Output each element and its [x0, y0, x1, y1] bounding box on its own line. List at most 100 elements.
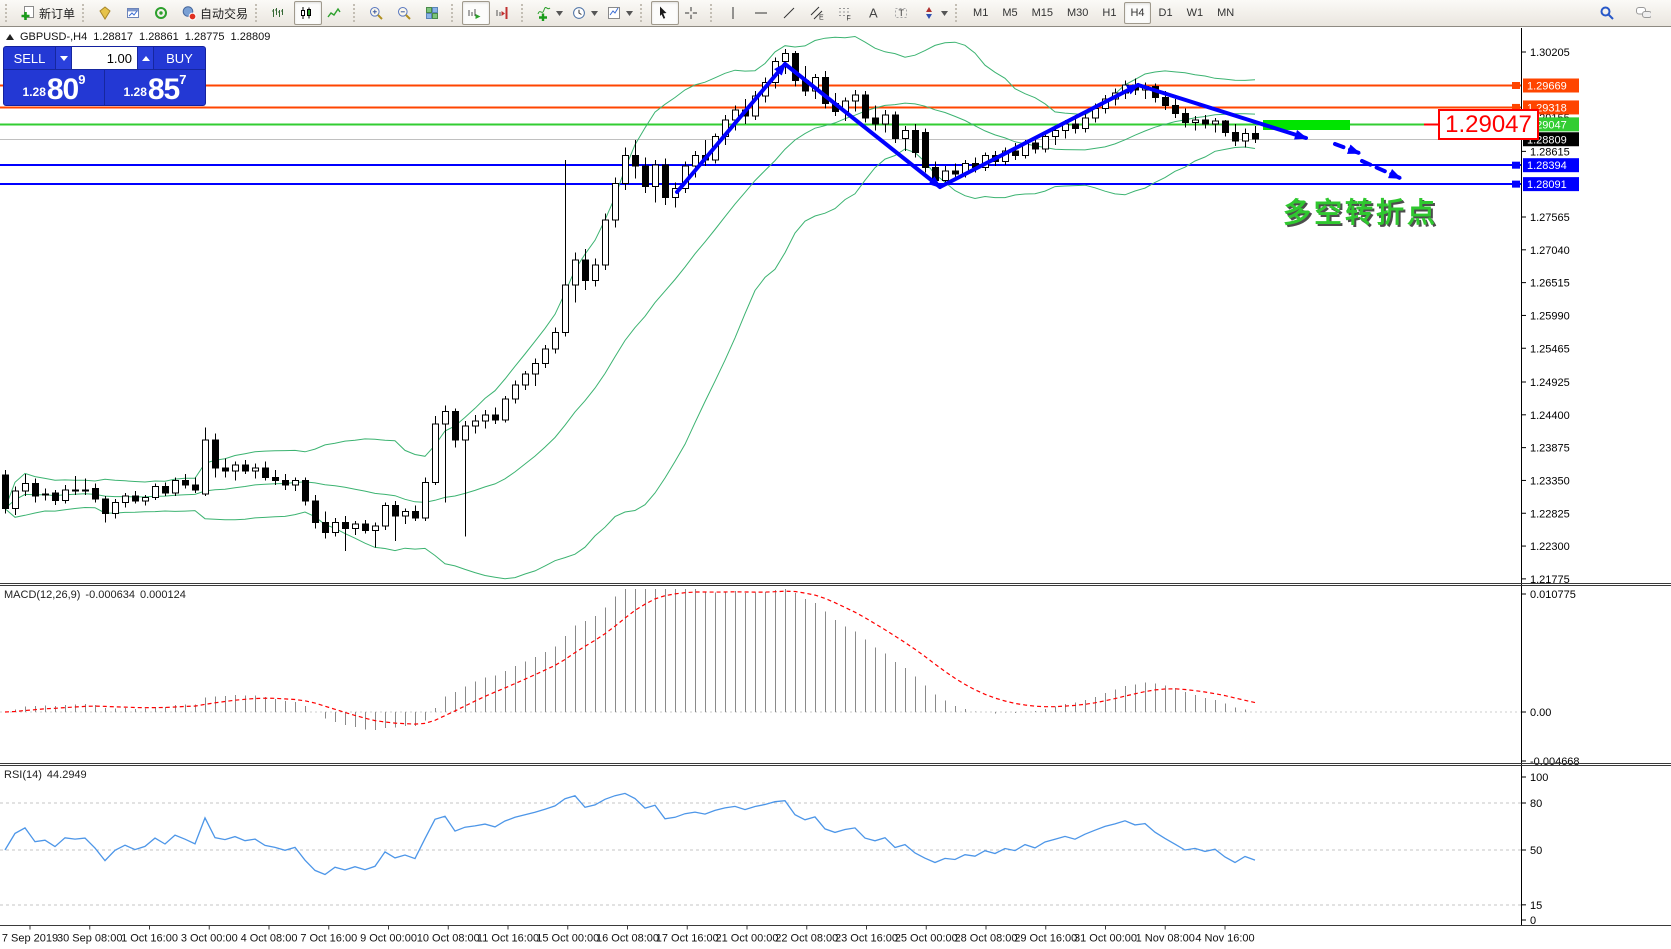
arrows-button[interactable] [917, 1, 952, 25]
zoom-in-button[interactable] [364, 1, 392, 25]
highlight-zone-rect[interactable] [1263, 120, 1350, 130]
new-order-icon [20, 5, 36, 21]
new-order-button[interactable]: 新订单 [16, 1, 79, 25]
ohlc-info: GBPUSD-,H4 1.28817 1.28861 1.28775 1.288… [6, 31, 270, 43]
svg-text:0.00: 0.00 [1530, 707, 1551, 719]
svg-text:A: A [869, 6, 878, 21]
tile-windows-button[interactable] [420, 1, 448, 25]
auto-scroll-button[interactable] [462, 1, 491, 25]
auto-trading-button[interactable]: 自动交易 [177, 1, 252, 25]
projection-arrow[interactable] [1360, 159, 1402, 180]
autoscroll-icon [466, 5, 482, 21]
dropdown-arrow-icon[interactable] [591, 10, 599, 16]
new-order-button-label: 新订单 [39, 6, 76, 21]
signal-icon [153, 5, 169, 21]
time-axis-label: 23 Oct 16:00 [835, 933, 898, 945]
charts-window-button[interactable] [121, 1, 149, 25]
indicators-icon [536, 5, 552, 21]
time-axis-label: 9 Oct 00:00 [360, 933, 417, 945]
market-button[interactable] [93, 1, 121, 25]
svg-text:-0.004668: -0.004668 [1530, 756, 1580, 768]
volume-increase-button[interactable] [137, 47, 154, 69]
fibonacci-button[interactable]: F [833, 1, 861, 25]
tf-m15[interactable]: M15 [1026, 2, 1059, 24]
chart-canvas[interactable]: 1.302051.291551.286151.275651.270401.265… [0, 28, 1671, 949]
zigzag-trend-line[interactable] [675, 62, 787, 194]
tf-d1[interactable]: D1 [1153, 2, 1179, 24]
sell-price[interactable]: 1.28 80 9 [4, 70, 104, 105]
bar-chart-button[interactable] [266, 1, 294, 25]
gem-icon [97, 5, 113, 21]
volume-input[interactable]: 1.00 [72, 47, 137, 69]
projection-arrow[interactable] [1333, 142, 1361, 155]
crosshair-icon [683, 5, 699, 21]
toolbar: 新订单 自动交易 E F A T M1 M5 M15 M30 H1 H4 D1 W1 MN [0, 0, 1671, 27]
volume-decrease-button[interactable] [55, 47, 72, 69]
bars-icon [270, 5, 286, 21]
buy-button[interactable]: BUY [166, 50, 193, 66]
tile-icon [424, 5, 440, 21]
symbol-marker-icon [6, 34, 14, 40]
arrows-icon [921, 5, 937, 21]
text-label-button[interactable]: T [889, 1, 917, 25]
textT-icon: T [893, 5, 909, 21]
periods-button[interactable] [567, 1, 602, 25]
time-axis-label: 28 Oct 08:00 [955, 933, 1018, 945]
chart-shift-button[interactable] [490, 1, 518, 25]
annotation-text[interactable]: 多空转折点 [1283, 197, 1439, 228]
time-axis-label: 4 Nov 16:00 [1195, 933, 1254, 945]
ohlc-high: 1.28861 [139, 31, 179, 43]
time-axis-label: 31 Oct 00:00 [1074, 933, 1137, 945]
toolbar-separator [255, 4, 262, 22]
time-axis-label: 29 Oct 16:00 [1014, 933, 1077, 945]
price-callout[interactable]: 1.29047 [1438, 109, 1539, 140]
horizontal-line-button[interactable] [749, 1, 777, 25]
templates-button[interactable] [602, 1, 637, 25]
signals-button[interactable] [149, 1, 177, 25]
svg-text:1.28615: 1.28615 [1530, 146, 1570, 158]
toolbar-separator [451, 4, 458, 22]
svg-text:100: 100 [1530, 772, 1548, 784]
rsi-title: RSI(14) [4, 769, 42, 781]
svg-text:T: T [899, 8, 905, 18]
text-button[interactable]: A [861, 1, 889, 25]
search-button[interactable] [1595, 1, 1623, 25]
zigzag-trend-line[interactable] [938, 83, 1140, 189]
toolbar-separator [955, 4, 962, 22]
rsi-line [4, 792, 1256, 876]
candlestick-chart-button[interactable] [294, 1, 323, 25]
vertical-line-button[interactable] [721, 1, 749, 25]
svg-text:15: 15 [1530, 900, 1542, 912]
sell-price-big: 80 [46, 73, 79, 106]
sell-price-pip: 9 [78, 72, 86, 87]
dropdown-arrow-icon[interactable] [941, 10, 949, 16]
buy-price[interactable]: 1.28 85 7 [105, 70, 205, 105]
tf-h1[interactable]: H1 [1096, 2, 1122, 24]
dropdown-arrow-icon[interactable] [626, 10, 634, 16]
crosshair-button[interactable] [679, 1, 707, 25]
price-axis[interactable]: 1.302051.291551.286151.275651.270401.265… [1512, 28, 1580, 927]
zoom-out-button[interactable] [392, 1, 420, 25]
dropdown-arrow-icon[interactable] [556, 10, 564, 16]
tf-m5[interactable]: M5 [996, 2, 1023, 24]
indicators-button[interactable] [532, 1, 567, 25]
equidistant-channel-button[interactable]: E [805, 1, 833, 25]
svg-text:1.27040: 1.27040 [1530, 245, 1570, 257]
sell-button[interactable]: SELL [13, 50, 46, 66]
candles-icon [298, 5, 314, 21]
zigzag-trend-line[interactable] [783, 62, 942, 189]
zigzag-trend-line[interactable] [1136, 83, 1308, 140]
tf-m30[interactable]: M30 [1061, 2, 1094, 24]
line-chart-button[interactable] [322, 1, 350, 25]
cursor-button[interactable] [651, 1, 680, 25]
community-chat-button[interactable] [1631, 1, 1659, 25]
tf-w1[interactable]: W1 [1181, 2, 1210, 24]
svg-text:1.25990: 1.25990 [1530, 310, 1570, 322]
tf-m1-label: M1 [973, 7, 989, 19]
trendline-button[interactable] [777, 1, 805, 25]
tf-mn[interactable]: MN [1211, 2, 1240, 24]
tf-h4[interactable]: H4 [1124, 2, 1151, 24]
macd-panel [0, 589, 1521, 731]
tf-m1[interactable]: M1 [967, 2, 994, 24]
